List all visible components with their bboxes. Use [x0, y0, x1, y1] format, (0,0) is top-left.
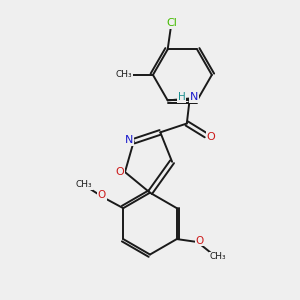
- Text: N: N: [190, 92, 198, 102]
- Text: Cl: Cl: [167, 18, 178, 28]
- Text: CH₃: CH₃: [75, 180, 92, 189]
- Text: O: O: [115, 167, 124, 177]
- Text: N: N: [125, 135, 134, 145]
- Text: CH₃: CH₃: [210, 252, 226, 261]
- Text: O: O: [98, 190, 106, 200]
- Text: O: O: [207, 132, 216, 142]
- Text: H: H: [178, 92, 185, 102]
- Text: O: O: [196, 236, 204, 245]
- Text: CH₃: CH₃: [116, 70, 132, 80]
